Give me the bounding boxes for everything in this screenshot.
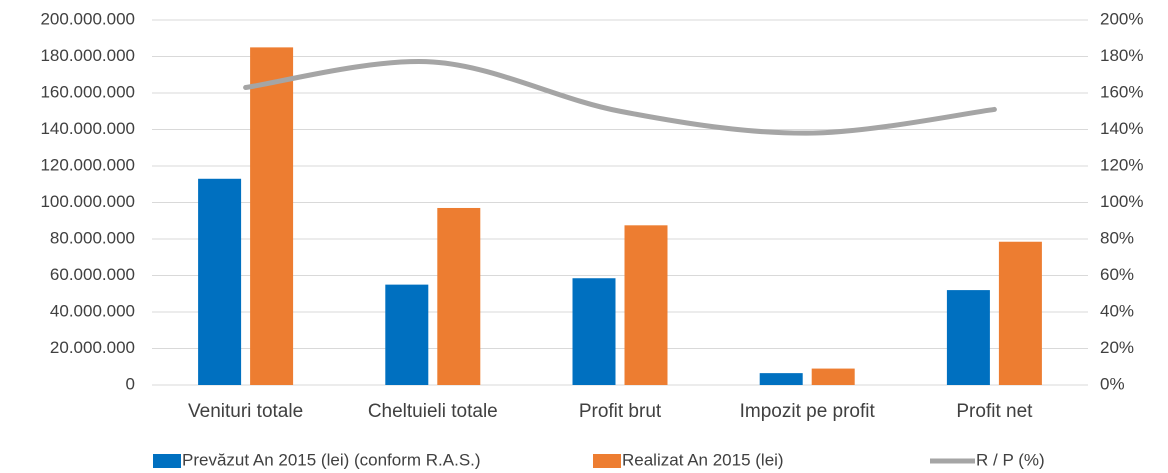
y-tick-label: 0	[126, 374, 135, 393]
y-tick-label: 200.000.000	[40, 9, 135, 28]
legend-swatch	[593, 454, 621, 468]
legend-swatch	[153, 454, 181, 468]
y-tick-label: 140.000.000	[40, 119, 135, 138]
bar	[811, 368, 855, 385]
y-tick-label: 100.000.000	[40, 192, 135, 211]
y-tick-label: 80.000.000	[50, 228, 135, 247]
x-tick-label: Venituri totale	[188, 401, 303, 422]
legend-label: R / P (%)	[976, 450, 1045, 469]
line	[243, 59, 997, 136]
legend-label: Realizat An 2015 (lei)	[622, 450, 784, 469]
bar	[385, 284, 429, 385]
x-tick-label: Profit net	[956, 401, 1033, 422]
bar	[572, 278, 616, 385]
y2-tick-label: 60%	[1100, 265, 1134, 284]
x-tick-label: Impozit pe profit	[740, 401, 876, 422]
x-tick-label: Profit brut	[579, 401, 662, 422]
bar	[437, 207, 481, 385]
y2-tick-label: 120%	[1100, 155, 1143, 174]
y2-tick-label: 140%	[1100, 119, 1143, 138]
bar	[946, 290, 990, 385]
bar	[759, 373, 803, 385]
y2-tick-label: 180%	[1100, 46, 1143, 65]
y2-tick-label: 20%	[1100, 338, 1134, 357]
y2-tick-label: 40%	[1100, 301, 1134, 320]
y2-tick-label: 0%	[1100, 374, 1125, 393]
y-tick-label: 160.000.000	[40, 82, 135, 101]
x-tick-label: Cheltuieli totale	[368, 401, 498, 422]
y2-tick-label: 200%	[1100, 9, 1143, 28]
y-tick-label: 120.000.000	[40, 155, 135, 174]
y-tick-label: 40.000.000	[50, 301, 135, 320]
y2-tick-label: 100%	[1100, 192, 1143, 211]
y-tick-label: 20.000.000	[50, 338, 135, 357]
y-tick-label: 60.000.000	[50, 265, 135, 284]
y2-tick-label: 160%	[1100, 82, 1143, 101]
y2-tick-label: 80%	[1100, 228, 1134, 247]
bar	[198, 178, 242, 385]
bar	[998, 241, 1042, 385]
bar	[624, 225, 668, 385]
legend-label: Prevăzut An 2015 (lei) (conform R.A.S.)	[182, 450, 481, 469]
y-tick-label: 180.000.000	[40, 46, 135, 65]
bar	[250, 47, 294, 385]
